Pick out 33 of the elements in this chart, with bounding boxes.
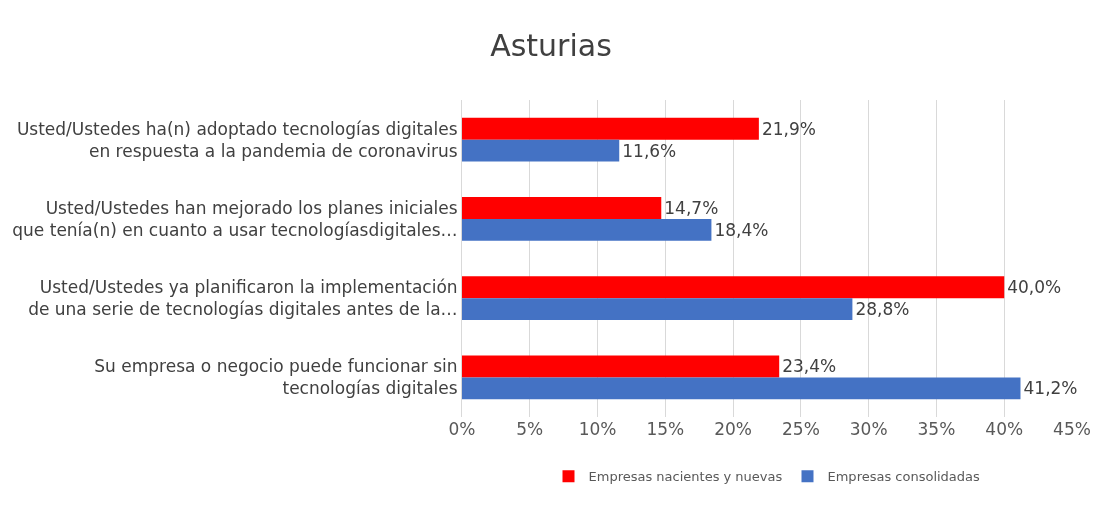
data-label: 21,9% xyxy=(761,118,816,139)
bar xyxy=(462,197,662,219)
data-label: 11,6% xyxy=(622,140,677,161)
legend-label: Empresas nacientes y nuevas xyxy=(588,469,783,485)
data-label: 41,2% xyxy=(1023,378,1078,399)
bar xyxy=(462,139,620,162)
x-tick-label: 30% xyxy=(849,419,888,439)
data-label: 23,4% xyxy=(782,356,837,377)
bar xyxy=(462,218,712,241)
x-tick-label: 45% xyxy=(1053,419,1091,439)
y-tick-label: Usted/Ustedes han mejorado los planes iniciales que tenía(n) en cuanto a usar tecnologíasdigitales… xyxy=(12,197,458,240)
x-tick-label: 20% xyxy=(714,419,753,439)
data-label: 14,7% xyxy=(664,197,719,218)
bar xyxy=(462,298,853,320)
y-tick-label: Su empresa o negocio puede funcionar sin tecnologías digitales xyxy=(94,356,458,399)
bar xyxy=(462,276,1005,299)
y-tick-label: Usted/Ustedes ha(n) adoptado tecnologías digitales en respuesta a la pandemia de coronavirus xyxy=(16,118,458,161)
x-tick-label: 35% xyxy=(917,419,956,439)
chart-title: Asturias xyxy=(490,28,612,64)
bar xyxy=(462,377,1021,400)
bar xyxy=(462,355,780,378)
bar xyxy=(462,117,759,140)
legend-label: Empresas consolidadas xyxy=(827,469,981,485)
data-label: 40,0% xyxy=(1007,277,1062,298)
x-tick-label: 10% xyxy=(578,419,617,439)
x-tick-label: 0% xyxy=(448,419,476,439)
y-tick-label: Usted/Ustedes ya planificaron la implementación de una serie de tecnologías digitales antes de la… xyxy=(28,277,458,320)
x-tick-label: 40% xyxy=(985,419,1024,439)
x-tick-label: 5% xyxy=(516,419,544,439)
data-label: 18,4% xyxy=(714,219,769,240)
x-tick-label: 15% xyxy=(646,419,685,439)
data-label: 28,8% xyxy=(855,299,910,320)
x-tick-label: 25% xyxy=(781,419,820,439)
